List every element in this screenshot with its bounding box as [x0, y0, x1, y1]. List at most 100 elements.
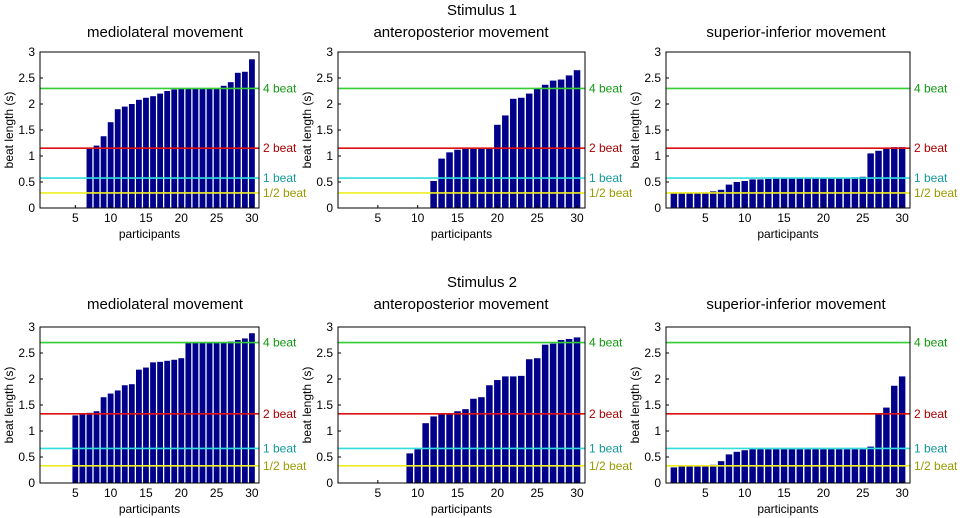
- y-tick-label: 2: [654, 372, 661, 386]
- stimulus-1-title: Stimulus 1: [446, 2, 518, 19]
- x-tick-label: 5: [374, 211, 381, 225]
- x-tick-label: 5: [374, 486, 381, 500]
- reference-label-1-beat: 1 beat: [914, 441, 948, 455]
- reference-label-4-beat: 4 beat: [263, 336, 297, 350]
- bar-participant-4: [694, 192, 701, 208]
- y-tick-label: 2.5: [18, 71, 35, 85]
- x-tick-label: 25: [856, 211, 870, 225]
- x-tick-label: 10: [411, 486, 425, 500]
- reference-label-1-2-beat: 1/2 beat: [589, 186, 633, 200]
- bar-participant-29: [891, 385, 898, 483]
- x-tick-label: 30: [245, 211, 259, 225]
- panel-title-s2-superior-inferior: superior-inferior movement: [706, 296, 886, 313]
- bar-participant-13: [438, 158, 445, 208]
- y-axis-label: beat length (s): [300, 92, 314, 169]
- bar-participant-8: [725, 184, 733, 208]
- bar-participant-16: [150, 96, 156, 208]
- y-tick-label: 1: [326, 149, 333, 163]
- bar-participant-28: [557, 79, 565, 208]
- bar-participant-9: [733, 451, 741, 483]
- y-axis-label: beat length (s): [628, 92, 642, 169]
- bar-participant-9: [100, 136, 107, 208]
- y-tick-label: 1.5: [316, 123, 333, 137]
- bar-participant-21: [185, 342, 192, 483]
- bar-participant-29: [241, 338, 248, 483]
- bar-participant-27: [875, 150, 882, 208]
- x-tick-label: 30: [895, 211, 909, 225]
- y-tick-label: 0: [654, 476, 661, 490]
- bar-participant-12: [121, 385, 128, 483]
- y-tick-label: 0.5: [18, 450, 35, 464]
- bar-participant-25: [533, 358, 541, 483]
- bar-participant-26: [541, 84, 549, 208]
- bar-participant-12: [430, 180, 437, 208]
- y-tick-label: 3: [654, 320, 661, 334]
- x-tick-label: 10: [738, 486, 752, 500]
- bar-participant-15: [454, 411, 461, 483]
- y-tick-label: 3: [326, 45, 333, 59]
- x-tick-label: 5: [72, 211, 79, 225]
- y-tick-label: 0: [326, 201, 333, 215]
- y-tick-label: 2.5: [18, 346, 35, 360]
- y-tick-label: 0.5: [18, 175, 35, 189]
- y-tick-label: 1.5: [644, 123, 661, 137]
- reference-label-2-beat: 2 beat: [263, 141, 297, 155]
- y-tick-label: 3: [28, 320, 35, 334]
- bar-participant-14: [136, 369, 142, 483]
- y-tick-label: 1.5: [18, 123, 35, 137]
- bar-participant-22: [192, 342, 199, 483]
- reference-label-4-beat: 4 beat: [263, 81, 297, 95]
- bar-participant-9: [733, 182, 741, 208]
- y-tick-label: 3: [654, 45, 661, 59]
- y-tick-label: 2: [326, 97, 333, 111]
- y-tick-label: 1.5: [18, 398, 35, 412]
- reference-label-1-2-beat: 1/2 beat: [914, 459, 958, 473]
- x-tick-label: 30: [570, 211, 584, 225]
- reference-label-2-beat: 2 beat: [589, 407, 623, 421]
- bar-participant-6: [709, 464, 717, 483]
- y-tick-label: 1.5: [316, 398, 333, 412]
- y-tick-label: 0: [654, 201, 661, 215]
- bar-participant-16: [462, 409, 469, 483]
- bar-participant-15: [143, 97, 149, 208]
- bar-participant-19: [486, 385, 493, 483]
- x-tick-label: 10: [411, 211, 425, 225]
- bar-participant-10: [107, 393, 114, 483]
- reference-label-1-beat: 1 beat: [263, 441, 297, 455]
- bar-participant-9: [100, 397, 107, 483]
- bar-participant-20: [494, 380, 501, 483]
- bar-participant-29: [565, 338, 573, 483]
- chart-panel-6: 4 beat 2 beat 1 beat 1/2 beat 0 0.5 1 1.5 2 2.5 3 5…: [628, 320, 958, 516]
- reference-label-4-beat: 4 beat: [914, 81, 948, 95]
- reference-label-1-2-beat: 1/2 beat: [589, 459, 633, 473]
- bar-participant-12: [430, 416, 437, 483]
- bar-participant-26: [867, 153, 874, 208]
- chart-panel-4: 4 beat 2 beat 1 beat 1/2 beat 0 0.5 1 1.5 2 2.5 3 5…: [2, 320, 307, 516]
- x-tick-label: 20: [817, 486, 831, 500]
- y-tick-label: 3: [28, 45, 35, 59]
- y-tick-label: 0: [326, 476, 333, 490]
- reference-label-1-2-beat: 1/2 beat: [263, 459, 307, 473]
- x-tick-label: 15: [139, 486, 153, 500]
- bar-participant-14: [446, 152, 453, 208]
- reference-label-1-beat: 1 beat: [589, 441, 623, 455]
- bar-participant-28: [557, 340, 565, 483]
- x-axis-label: participants: [431, 502, 492, 516]
- x-tick-label: 15: [451, 486, 465, 500]
- y-tick-label: 2: [326, 372, 333, 386]
- bar-participant-29: [241, 71, 248, 208]
- x-tick-label: 20: [491, 211, 505, 225]
- y-tick-label: 0.5: [644, 175, 661, 189]
- bar-participant-3: [686, 465, 693, 483]
- bar-participant-8: [93, 145, 100, 208]
- bar-participant-17: [470, 398, 477, 483]
- y-tick-label: 0: [28, 201, 35, 215]
- bar-participant-4: [694, 465, 701, 483]
- bar-participant-28: [234, 72, 241, 208]
- bar-participant-10: [107, 122, 114, 208]
- bar-participant-24: [525, 359, 533, 483]
- y-tick-label: 0.5: [316, 450, 333, 464]
